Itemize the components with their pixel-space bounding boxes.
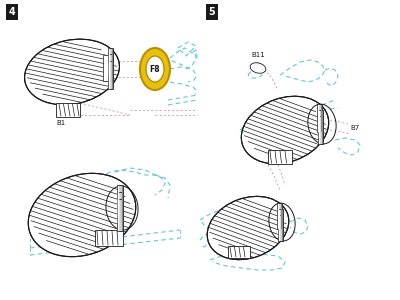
Bar (117, 200, 123, 232)
Bar (318, 116, 323, 145)
Bar (117, 184, 123, 217)
Bar (95, 230, 123, 246)
Bar (277, 202, 282, 229)
Bar (268, 150, 292, 164)
Bar (108, 61, 112, 88)
Bar (108, 54, 112, 82)
Ellipse shape (24, 39, 120, 105)
Ellipse shape (241, 96, 329, 164)
Text: 5: 5 (209, 7, 215, 17)
Bar (108, 47, 112, 76)
Text: B7: B7 (350, 125, 359, 131)
Bar (318, 110, 322, 138)
Bar (56, 103, 80, 117)
Bar (228, 246, 250, 258)
Ellipse shape (250, 63, 266, 73)
Bar (317, 103, 322, 131)
Text: B11: B11 (251, 52, 265, 58)
Ellipse shape (146, 56, 164, 82)
Bar (117, 192, 123, 224)
Text: 4: 4 (9, 7, 15, 17)
Text: F8: F8 (150, 64, 160, 74)
Ellipse shape (207, 196, 289, 260)
Ellipse shape (28, 173, 136, 257)
Bar (278, 209, 282, 235)
Bar (103, 55, 113, 81)
Bar (278, 215, 283, 242)
Ellipse shape (140, 48, 170, 90)
Text: B1: B1 (56, 120, 65, 126)
